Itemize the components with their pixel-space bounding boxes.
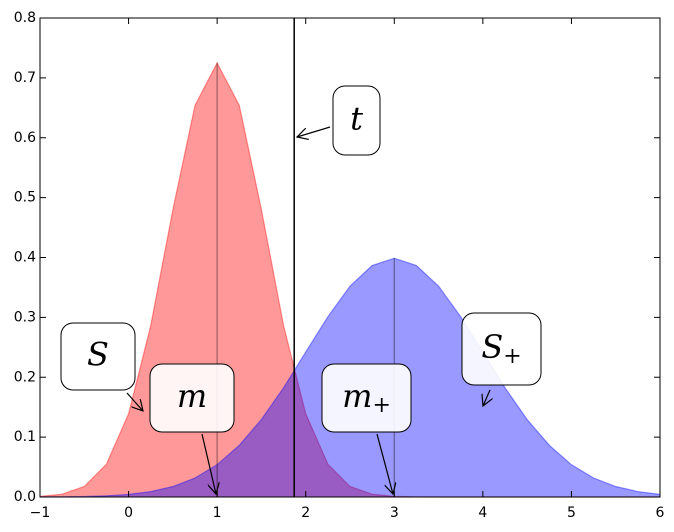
x-tick-label: 5 (567, 505, 576, 521)
x-tick-label: 6 (656, 505, 665, 521)
annotation-arrow (126, 392, 143, 411)
y-tick-label: 0.1 (14, 429, 36, 445)
annotation-box (332, 85, 381, 156)
annotation-arrow (201, 433, 216, 494)
x-tick-label: 0 (124, 505, 133, 521)
x-tick-label: 1 (213, 505, 222, 521)
annotation-arrow (297, 126, 331, 137)
annotation-arrow (376, 433, 393, 494)
x-tick-label: 3 (390, 505, 399, 521)
y-tick-label: 0.2 (14, 369, 36, 385)
annotation-label: S (87, 335, 109, 373)
annotation-box (321, 363, 412, 433)
curve (39, 257, 661, 498)
annotation-subscript: + (372, 393, 390, 418)
annotation-box (461, 312, 542, 386)
y-tick-label: 0.8 (14, 10, 36, 26)
annotation-text: t (350, 99, 363, 137)
annotation-text: m (177, 377, 207, 415)
x-tick-label: −1 (30, 505, 51, 521)
y-tick-label: 0.4 (14, 250, 36, 266)
y-tick-label: 0.7 (14, 70, 36, 86)
annotation-arrow (483, 389, 490, 406)
annotation-text: m (342, 377, 372, 415)
y-tick-label: 0.3 (14, 309, 36, 325)
annotation-label: m (177, 377, 207, 415)
annotation-label: t (350, 99, 363, 137)
y-tick-label: 0.0 (14, 489, 36, 505)
x-tick-label: 2 (301, 505, 310, 521)
annotation-label: S+ (481, 328, 521, 370)
annotation-box (60, 322, 136, 391)
annotation-label: m+ (342, 377, 391, 419)
y-tick-label: 0.5 (14, 190, 36, 206)
annotation-subscript: + (503, 344, 521, 369)
annotation-text: S (87, 335, 109, 373)
x-tick-label: 4 (478, 505, 487, 521)
annotation-text: S (481, 328, 503, 366)
annotation-box (149, 363, 235, 433)
y-tick-label: 0.6 (14, 130, 36, 146)
